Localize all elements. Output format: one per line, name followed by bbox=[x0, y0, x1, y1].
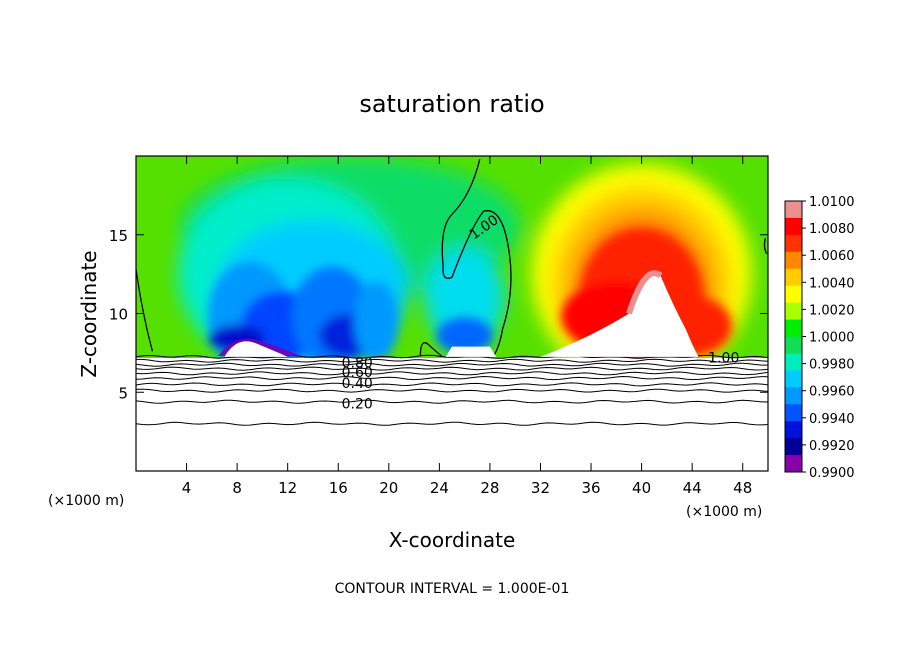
colorbar-swatch bbox=[785, 387, 802, 405]
colorbar-swatch bbox=[785, 319, 802, 337]
y-tick-label: 5 bbox=[118, 384, 128, 402]
contour-line bbox=[763, 237, 768, 254]
contour-line bbox=[136, 382, 768, 387]
y-tick-label: 10 bbox=[109, 306, 128, 324]
colorbar-swatch bbox=[785, 251, 802, 270]
contour-label: 1.00 bbox=[708, 351, 739, 367]
contour-line bbox=[136, 399, 768, 404]
colorbar-label: 1.0060 bbox=[809, 249, 855, 264]
x-tick-label: 28 bbox=[480, 479, 499, 497]
colorbar-label: 1.0000 bbox=[809, 331, 855, 346]
x-tick-label: 16 bbox=[329, 479, 348, 497]
colorbar-label: 1.0040 bbox=[809, 276, 855, 291]
colorbar-swatch bbox=[785, 353, 802, 371]
contour-line bbox=[136, 375, 768, 381]
field-blob bbox=[424, 247, 505, 348]
contour-interval-note: CONTOUR INTERVAL = 1.000E-01 bbox=[335, 581, 570, 597]
colorbar-label: 0.9900 bbox=[809, 466, 855, 481]
colorbar-label: 0.9980 bbox=[809, 358, 855, 373]
contour-line bbox=[136, 421, 768, 426]
x-axis: 4 8 12 16 20 24 28 32 36 40 44 48 bbox=[182, 156, 752, 497]
colorbar-swatch bbox=[785, 268, 802, 287]
colorbar-swatch bbox=[785, 201, 802, 219]
colorbar-swatch bbox=[785, 455, 802, 473]
x-unit-label-right: (×1000 m) bbox=[686, 504, 762, 520]
colorbar-swatch bbox=[785, 438, 802, 456]
x-tick-label: 36 bbox=[581, 479, 600, 497]
colorbar-swatch bbox=[785, 285, 802, 304]
white-region bbox=[540, 273, 699, 357]
x-tick-label: 12 bbox=[278, 479, 297, 497]
white-region bbox=[445, 346, 497, 357]
contour-line bbox=[136, 366, 768, 371]
colorbar-label: 0.9940 bbox=[809, 412, 855, 427]
x-tick-label: 40 bbox=[632, 479, 651, 497]
colorbar-label: 0.9960 bbox=[809, 385, 855, 400]
contour-line bbox=[136, 358, 768, 363]
x-tick-label: 24 bbox=[430, 479, 449, 497]
lower-layer bbox=[136, 358, 768, 471]
colorbar-label: 1.0080 bbox=[809, 222, 855, 237]
contour-label-group: 0.20 bbox=[342, 396, 373, 412]
colorbar-swatch bbox=[785, 404, 802, 422]
x-tick-label: 48 bbox=[733, 479, 752, 497]
contour-label-group: 0.60 bbox=[342, 365, 373, 381]
contour-labels: 1.001.000.800.600.400.20 bbox=[342, 212, 740, 412]
contour-label-group: 1.00 bbox=[708, 351, 739, 367]
contour-line bbox=[136, 362, 768, 367]
colorbar-swatch bbox=[785, 302, 802, 321]
field-blob bbox=[354, 281, 399, 362]
colorbar-swatch bbox=[785, 234, 802, 253]
contour-line bbox=[136, 388, 768, 393]
colorbar-label: 1.0020 bbox=[809, 303, 855, 318]
contour-line bbox=[136, 269, 154, 352]
y-axis-title: Z-coordinate bbox=[77, 250, 101, 377]
x-axis-title: X-coordinate bbox=[389, 528, 516, 552]
contour-label: 0.20 bbox=[342, 396, 373, 412]
colorbar-swatch bbox=[785, 421, 802, 439]
field-blob bbox=[436, 317, 493, 354]
colorbar-label: 0.9920 bbox=[809, 439, 855, 454]
colorbar-swatch bbox=[785, 336, 802, 354]
plot-area bbox=[136, 156, 768, 471]
x-tick-label: 4 bbox=[182, 479, 192, 497]
x-tick-label: 20 bbox=[379, 479, 398, 497]
colorbar-swatch bbox=[785, 370, 802, 388]
contour-label: 0.60 bbox=[342, 365, 373, 381]
white-region bbox=[224, 341, 288, 357]
y-tick-label: 15 bbox=[109, 227, 128, 245]
contour-label: 0.40 bbox=[342, 376, 373, 392]
colorbar-swatch bbox=[785, 217, 802, 236]
contour-line bbox=[441, 158, 512, 357]
contour-line bbox=[419, 342, 443, 357]
colorbar-label: 1.0100 bbox=[809, 195, 855, 210]
pink-rim bbox=[626, 270, 663, 315]
x-tick-label: 8 bbox=[232, 479, 242, 497]
colorbar: 1.0100 1.0080 1.0060 1.0040 1.0020 1.0000 0.99… bbox=[784, 195, 855, 481]
contour-label: 0.80 bbox=[342, 355, 373, 371]
contour-line bbox=[136, 371, 768, 376]
x-tick-label: 44 bbox=[683, 479, 702, 497]
contour-label-group: 0.40 bbox=[342, 376, 373, 392]
chart-title: saturation ratio bbox=[359, 90, 544, 118]
x-unit-label-left: (×1000 m) bbox=[48, 493, 124, 509]
contour-label-group: 0.80 bbox=[342, 355, 373, 371]
y-axis: 5 10 15 bbox=[109, 227, 768, 402]
x-tick-label: 32 bbox=[531, 479, 550, 497]
